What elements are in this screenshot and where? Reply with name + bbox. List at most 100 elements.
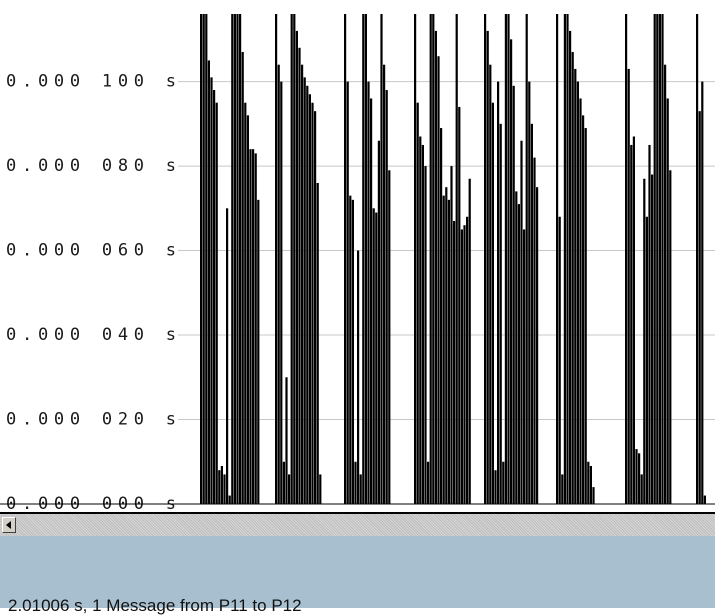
chart-bar [421, 144, 424, 504]
chart-bar [450, 166, 453, 504]
chart-bar [282, 461, 285, 504]
bar-layer [200, 14, 706, 505]
chart-bar [231, 14, 234, 504]
chart-bar [434, 30, 437, 505]
y-tick-label: 0.000 060 s [6, 241, 176, 261]
scroll-track-border [0, 512, 715, 514]
chart-bar [445, 187, 448, 504]
chart-bar [507, 14, 510, 504]
status-message: 2.01006 s, 1 Message from P11 to P12 [8, 596, 302, 615]
horizontal-scrollbar[interactable] [0, 514, 715, 536]
chart-bar [314, 111, 317, 504]
chart-bar [556, 14, 559, 504]
chart-bar [344, 14, 347, 504]
chart-bar [458, 106, 461, 505]
chart-bar [388, 170, 391, 505]
y-tick-label: 0.000 100 s [6, 72, 176, 92]
chart-bar [437, 56, 440, 505]
chart-bar [301, 64, 304, 504]
chart-bar [354, 461, 357, 504]
chart-bar [497, 81, 500, 504]
chart-bar [290, 14, 293, 504]
chart-bar [520, 140, 523, 504]
chart-bar [351, 199, 354, 505]
chart-bar [285, 377, 288, 504]
chart-bar [703, 495, 706, 504]
message-duration-chart: 0.000 000 s 0.000 020 s 0.000 040 s 0.000 0… [0, 14, 715, 512]
chart-bar [698, 111, 701, 504]
chart-bar [651, 174, 654, 504]
chart-bar [645, 216, 648, 504]
chart-bar [277, 64, 280, 504]
chart-bar [592, 487, 595, 504]
chart-bar [308, 94, 311, 504]
chart-bar [453, 220, 456, 505]
chart-bar [440, 128, 443, 505]
chart-bar [316, 182, 319, 504]
chart-bar [364, 14, 367, 504]
chart-bar [494, 470, 497, 504]
chart-bar [648, 144, 651, 504]
chart-bar [202, 14, 205, 504]
chart-bar [666, 98, 669, 504]
chart-bar [252, 149, 255, 505]
chart-area: 0.000 000 s 0.000 020 s 0.000 040 s 0.000 0… [0, 14, 715, 512]
chart-bar [643, 178, 646, 505]
chart-bar [275, 14, 278, 504]
chart-bar [349, 195, 352, 504]
chart-bar [632, 136, 635, 504]
chart-bar [510, 39, 513, 505]
chart-bar [499, 123, 502, 504]
chart-bar [239, 14, 242, 504]
chart-bar [223, 474, 226, 504]
chart-bar [653, 14, 656, 504]
chart-bar [236, 14, 239, 504]
chart-bar [579, 98, 582, 504]
chart-bar [357, 250, 360, 504]
chart-bar [484, 14, 487, 504]
chart-bar [640, 474, 643, 504]
chart-bar [455, 14, 458, 504]
chart-bar [574, 68, 577, 504]
chart-bar [383, 64, 386, 504]
chart-bar [512, 85, 515, 504]
chart-bar [442, 195, 445, 504]
chart-bar [377, 140, 380, 504]
chart-bar [447, 199, 450, 505]
chart-bar [566, 14, 569, 504]
chart-bar [220, 465, 223, 504]
chart-bar [486, 30, 489, 505]
chart-bar [460, 229, 463, 504]
chart-bar [571, 52, 574, 505]
left-arrow-icon [6, 521, 11, 529]
scroll-left-button[interactable] [2, 517, 16, 533]
chart-bar [228, 495, 231, 504]
chart-bar [638, 453, 641, 504]
tick-label-layer: 0.000 000 s 0.000 020 s 0.000 040 s 0.000 0… [6, 72, 176, 512]
chart-bar [205, 14, 208, 504]
chart-bar [489, 64, 492, 504]
chart-bar [280, 81, 283, 504]
chart-bar [463, 225, 466, 504]
chart-bar [293, 14, 296, 504]
chart-bar [658, 14, 661, 504]
status-bar: 2.01006 s, 1 Message from P11 to P12 [0, 536, 715, 615]
chart-bar [625, 14, 628, 504]
chart-bar [295, 30, 298, 505]
chart-bar [576, 81, 579, 504]
chart-bar [664, 64, 667, 504]
chart-bar [249, 149, 252, 505]
y-tick-label: 0.000 080 s [6, 156, 176, 176]
chart-bar [311, 102, 314, 505]
chart-bar [468, 178, 471, 505]
chart-bar [244, 102, 247, 505]
chart-bar [563, 14, 566, 504]
chart-bar [210, 77, 213, 505]
chart-bar [517, 204, 520, 504]
chart-bar [306, 85, 309, 504]
y-tick-label: 0.000 040 s [6, 325, 176, 345]
chart-bar [582, 115, 585, 504]
chart-bar [375, 212, 378, 504]
chart-bar [558, 216, 561, 504]
chart-bar [246, 115, 249, 504]
